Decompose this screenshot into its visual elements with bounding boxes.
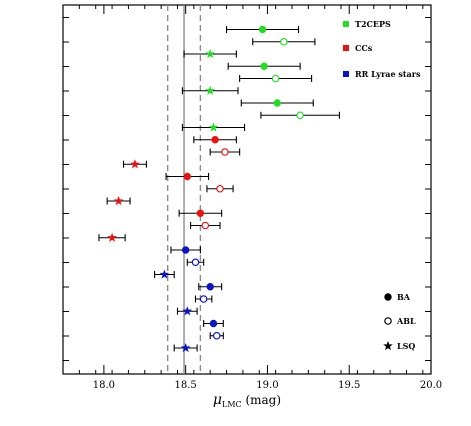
legend-swatch [343, 71, 349, 77]
ccs-star-point [113, 195, 124, 206]
legend-swatch [343, 45, 349, 51]
x-tick-label: 20.0 [420, 380, 442, 391]
legend-marker-label: LSQ [397, 341, 415, 351]
legend-series-label: T2CEPS [355, 19, 391, 29]
ccs-filled-circle-point [183, 172, 192, 181]
x-axis-label-main: μ [213, 392, 222, 408]
legend-marker-label: ABL [396, 316, 416, 326]
ccs-open-circle-point [201, 221, 210, 230]
t2ceps-star-point [205, 48, 216, 59]
ccs-star-point [130, 159, 140, 169]
legend-series-label: CCs [355, 43, 373, 53]
rr-lyrae-stars-filled-circle-point [181, 246, 190, 254]
t2ceps-filled-circle-point [260, 62, 268, 70]
x-tick-label: 18.5 [175, 380, 197, 391]
y-ticks [63, 17, 431, 361]
ccs-star-point [107, 232, 117, 242]
t2ceps-star-point [208, 122, 219, 132]
t2ceps-filled-circle-point [273, 99, 281, 107]
x-axis-label-sub: LMC [222, 400, 242, 409]
rr-lyrae-stars-star-point [159, 269, 170, 279]
x-tick-label: 19.5 [338, 380, 360, 391]
legend: T2CEPS CCs RR Lyrae stars BA ABL LSQ [343, 19, 421, 351]
rr-lyrae-stars-star-point [182, 306, 193, 316]
ccs-open-circle-point [216, 184, 224, 193]
plot-frame [62, 4, 432, 375]
x-tick-label: 19.0 [256, 380, 278, 391]
legend-marker-label: BA [397, 292, 411, 302]
legend-marker-filled-circle [384, 293, 392, 301]
x-tick-label: 18.0 [93, 380, 115, 391]
rr-lyrae-stars-filled-circle-point [209, 319, 218, 328]
legend-marker-open-circle [384, 317, 392, 325]
rr-lyrae-stars-open-circle-point [212, 331, 221, 340]
t2ceps-open-circle-point [271, 74, 280, 83]
legend-swatch [343, 21, 349, 27]
x-ticks: 18.0 18.5 19.0 19.5 20.0 [62, 5, 442, 391]
legend-marker-star [383, 340, 393, 351]
x-axis-label-unit: (mag) [242, 393, 281, 407]
t2ceps-open-circle-point [279, 37, 288, 46]
rr-lyrae-stars-open-circle-point [199, 295, 208, 303]
t2ceps-filled-circle-point [258, 25, 267, 34]
ccs-filled-circle-point [196, 209, 205, 217]
ccs-open-circle-point [221, 148, 229, 156]
ccs-filled-circle-point [211, 136, 219, 144]
x-axis-label: μLMC (mag) [213, 392, 281, 409]
reference-lines [166, 5, 202, 374]
rr-lyrae-stars-filled-circle-point [206, 283, 214, 291]
legend-series-label: RR Lyrae stars [355, 69, 421, 79]
t2ceps-open-circle-point [296, 111, 304, 120]
t2ceps-star-point [205, 85, 216, 95]
rr-lyrae-stars-star-point [180, 342, 191, 353]
rr-lyrae-stars-open-circle-point [191, 258, 200, 267]
data-points [98, 25, 340, 353]
